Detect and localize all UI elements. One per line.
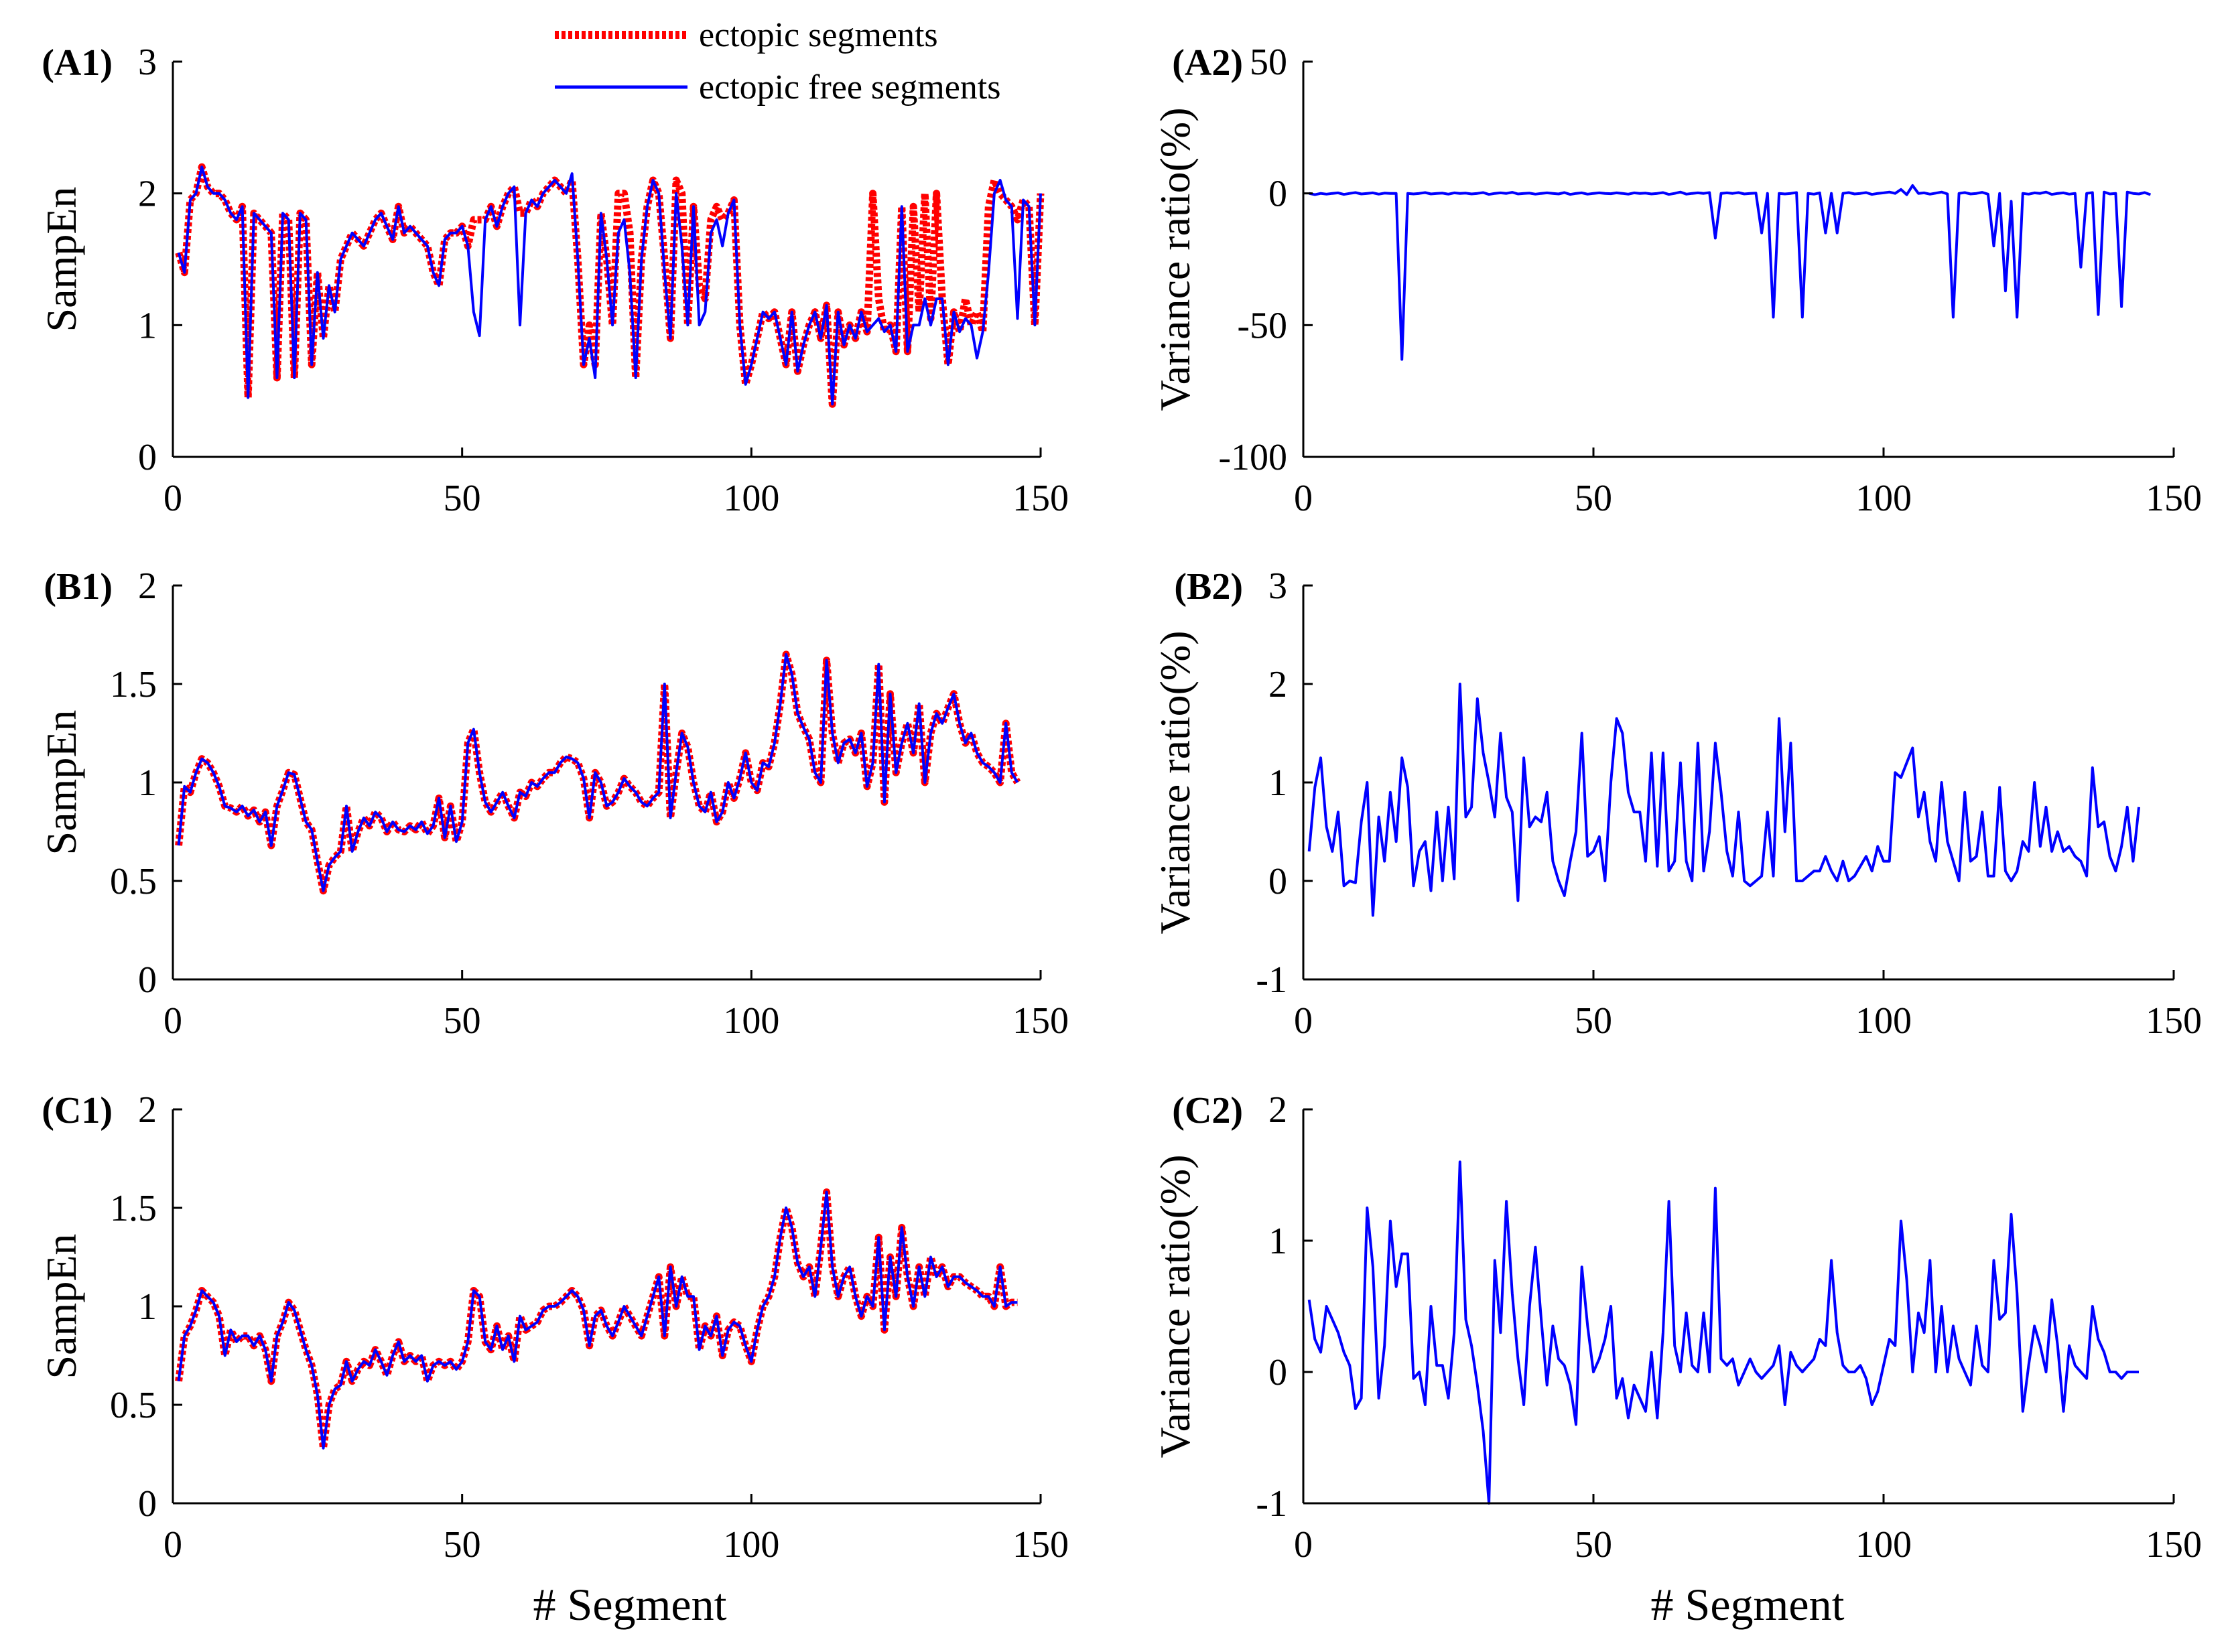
panel-b1: 0 50 100 150 0 0.5 1 1.5 2 (B1) SampEn	[38, 565, 1069, 1042]
x-tick-label: 50	[444, 478, 481, 519]
series-line-c1-free	[177, 1190, 1018, 1450]
x-tick-label: 50	[1575, 1524, 1612, 1566]
legend: ectopic segments ectopic free segments	[555, 16, 1000, 107]
y-tick-label: 0	[138, 1483, 157, 1525]
y-tick-label: 1	[1268, 762, 1287, 804]
x-tick-label: 100	[1855, 1524, 1912, 1566]
x-tick-label: 50	[444, 1524, 481, 1566]
x-tick-label: 100	[723, 1524, 779, 1566]
legend-ectopic-label: ectopic segments	[699, 16, 938, 54]
x-tick-label: 150	[1012, 478, 1069, 519]
panel-label: (B2)	[1174, 566, 1243, 608]
series-line-c1-ectopic	[175, 1188, 1018, 1452]
y-tick-label: 2	[138, 174, 157, 215]
y-tick-label: 3	[1268, 565, 1287, 607]
x-tick-label: 0	[163, 478, 182, 519]
y-tick-label: 1	[138, 305, 157, 346]
series-line-b1-free	[177, 652, 1019, 892]
y-tick-label: 0.5	[110, 1385, 157, 1426]
panel-label: (C2)	[1172, 1090, 1243, 1131]
x-tick-label: 50	[1575, 1000, 1612, 1042]
y-tick-label: 1	[1268, 1221, 1287, 1262]
y-tick-label: 50	[1250, 42, 1287, 83]
y-tick-label: 2	[138, 565, 157, 607]
x-tick-label: 50	[444, 1000, 481, 1042]
panel-label: (C1)	[42, 1090, 113, 1131]
y-tick-label: -50	[1237, 305, 1287, 346]
y-axis-label: SampEn	[38, 187, 85, 332]
y-tick-label: 1	[138, 1286, 157, 1328]
series-line-c2-variance	[1307, 1160, 2139, 1505]
y-tick-label: 0.5	[110, 861, 157, 902]
y-tick-label: 1.5	[110, 1188, 157, 1229]
y-axis-label: SampEn	[38, 710, 85, 855]
x-tick-label: 50	[1575, 478, 1612, 519]
x-tick-label: 100	[1855, 1000, 1912, 1042]
panel-label: (A1)	[42, 42, 113, 84]
legend-free-label: ectopic free segments	[699, 68, 1000, 107]
x-tick-label: 0	[163, 1524, 182, 1566]
series-line-a1-free	[177, 165, 1042, 406]
y-tick-label: -1	[1256, 959, 1287, 1001]
y-tick-label: -100	[1218, 437, 1287, 478]
x-tick-label: 0	[1294, 478, 1313, 519]
series-line-b2-variance	[1307, 683, 2140, 917]
y-axis-label: Variance ratio(%)	[1151, 1154, 1199, 1458]
xlabel-left: # Segment	[533, 1579, 727, 1630]
y-axis-label: Variance ratio(%)	[1151, 630, 1199, 934]
x-tick-label: 100	[723, 1000, 779, 1042]
y-tick-label: -1	[1256, 1483, 1287, 1525]
x-tick-label: 0	[1294, 1000, 1313, 1042]
series-line-b1-ectopic	[175, 650, 1021, 895]
xlabel-right: # Segment	[1651, 1579, 1845, 1630]
x-tick-label: 150	[2146, 1000, 2202, 1042]
panel-label: (A2)	[1172, 42, 1243, 84]
x-tick-label: 0	[163, 1000, 182, 1042]
y-tick-label: 1	[138, 762, 157, 804]
series-line-a2-variance	[1309, 184, 2152, 361]
x-tick-label: 100	[723, 478, 779, 519]
y-tick-label: 0	[138, 959, 157, 1001]
x-tick-label: 150	[2146, 478, 2202, 519]
y-tick-label: 0	[1268, 1352, 1287, 1393]
y-tick-label: 3	[138, 42, 157, 83]
panel-c1: 0 50 100 150 0 0.5 1 1.5 2 (C1) SampEn	[38, 1089, 1069, 1566]
y-tick-label: 0	[138, 437, 157, 478]
x-tick-label: 0	[1294, 1524, 1313, 1566]
x-tick-label: 100	[1855, 478, 1912, 519]
x-tick-label: 150	[1012, 1524, 1069, 1566]
y-tick-label: 2	[138, 1089, 157, 1131]
panel-a1: 0 50 100 150 0 1 2 3 (A1) SampEn	[38, 42, 1069, 519]
panel-label: (B1)	[44, 566, 113, 608]
y-tick-label: 0	[1268, 174, 1287, 215]
y-axis-label: SampEn	[38, 1234, 85, 1379]
y-tick-label: 2	[1268, 664, 1287, 705]
x-tick-label: 150	[1012, 1000, 1069, 1042]
x-tick-label: 150	[2146, 1524, 2202, 1566]
y-tick-label: 2	[1268, 1089, 1287, 1131]
y-tick-label: 0	[1268, 861, 1287, 902]
y-tick-label: 1.5	[110, 664, 157, 705]
y-axis-label: Variance ratio(%)	[1151, 107, 1199, 411]
